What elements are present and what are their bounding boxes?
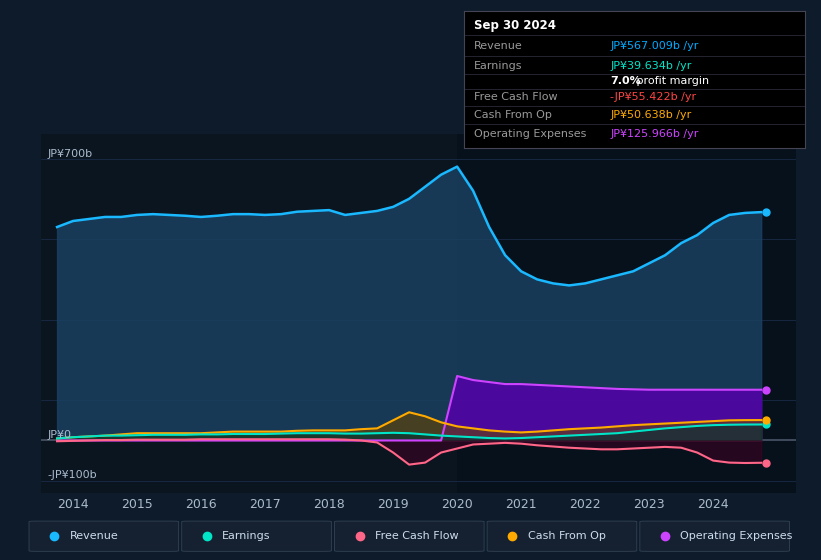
FancyBboxPatch shape (181, 521, 332, 551)
Text: JP¥50.638b /yr: JP¥50.638b /yr (610, 110, 691, 120)
Text: -JP¥55.422b /yr: -JP¥55.422b /yr (610, 92, 696, 102)
Text: Revenue: Revenue (70, 531, 118, 541)
Text: Earnings: Earnings (222, 531, 271, 541)
Text: JP¥125.966b /yr: JP¥125.966b /yr (610, 129, 699, 139)
Text: Earnings: Earnings (474, 61, 523, 71)
Text: Free Cash Flow: Free Cash Flow (474, 92, 557, 102)
Text: JP¥700b: JP¥700b (48, 148, 93, 158)
Text: Operating Expenses: Operating Expenses (681, 531, 793, 541)
Text: JP¥567.009b /yr: JP¥567.009b /yr (610, 41, 699, 51)
Text: Revenue: Revenue (474, 41, 523, 51)
Text: Cash From Op: Cash From Op (528, 531, 605, 541)
Text: JP¥0: JP¥0 (48, 430, 71, 440)
FancyBboxPatch shape (334, 521, 484, 551)
Text: profit margin: profit margin (632, 76, 709, 86)
FancyBboxPatch shape (640, 521, 790, 551)
Text: Free Cash Flow: Free Cash Flow (375, 531, 458, 541)
Text: 7.0%: 7.0% (610, 76, 641, 86)
Text: JP¥39.634b /yr: JP¥39.634b /yr (610, 61, 692, 71)
Text: -JP¥100b: -JP¥100b (48, 470, 97, 480)
Text: Cash From Op: Cash From Op (474, 110, 552, 120)
Bar (457, 134, 796, 493)
FancyBboxPatch shape (29, 521, 179, 551)
FancyBboxPatch shape (487, 521, 637, 551)
Text: Operating Expenses: Operating Expenses (474, 129, 586, 139)
Text: Sep 30 2024: Sep 30 2024 (474, 19, 556, 32)
